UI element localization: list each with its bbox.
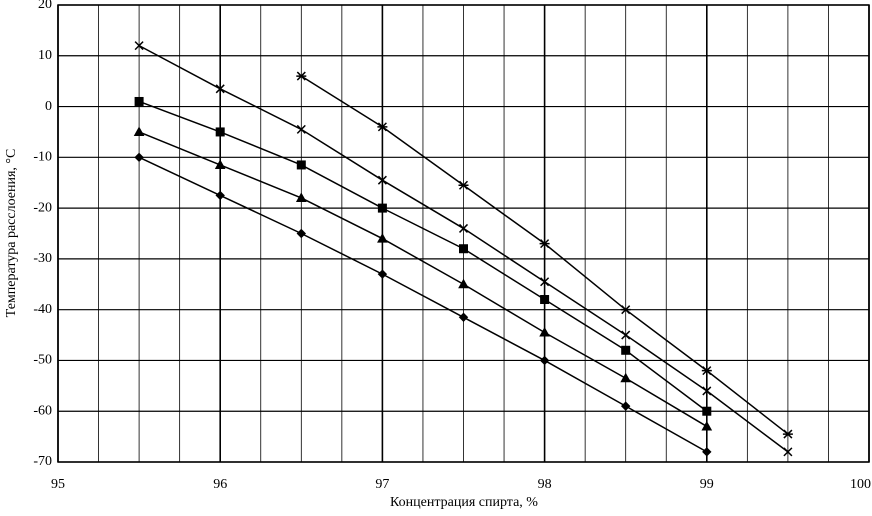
y-tick-label: -70 [33,454,52,469]
x-tick-label: 97 [375,477,389,492]
marker [701,366,712,376]
marker [134,96,144,106]
marker [215,127,225,137]
marker [620,305,631,315]
marker [214,159,226,169]
marker [377,175,387,185]
marker [377,203,387,213]
marker [134,41,144,51]
marker [296,160,306,170]
series-line [138,156,708,453]
marker [783,447,793,457]
marker [620,401,631,411]
marker [539,326,550,337]
series-line [138,131,708,428]
marker [539,239,550,249]
x-tick-label: 99 [700,477,714,492]
x-tick-label: 95 [51,477,65,492]
marker [621,330,631,340]
y-tick-label: -10 [33,150,52,165]
marker [539,355,550,366]
marker [377,269,388,279]
plot-frame [57,4,870,463]
y-tick-label: -40 [33,302,52,317]
marker [458,180,469,190]
x-tick-label: 100 [850,477,871,492]
y-tick-label: -20 [33,200,52,215]
y-tick-label: 0 [45,99,52,114]
y-axis-label: Температура расслоения, °С [4,149,19,318]
marker [295,192,307,202]
marker [296,71,307,81]
marker [782,429,793,439]
marker [459,244,468,254]
marker [377,233,388,243]
marker [215,190,225,201]
marker [620,372,632,383]
y-tick-label: 20 [38,0,52,12]
marker [702,447,712,457]
x-tick-label: 96 [213,477,227,492]
marker [702,406,712,416]
marker [702,386,712,396]
marker [215,84,225,94]
marker [296,124,306,134]
y-tick-label: 10 [38,48,52,63]
marker [701,420,713,431]
marker [458,312,469,322]
series-line [138,100,708,412]
marker [296,228,307,239]
marker [540,295,550,305]
marker [621,345,631,355]
x-axis-label: Концентрация спирта, % [390,495,538,510]
marker [540,277,550,287]
marker [377,122,388,132]
x-tick-label: 98 [538,477,552,492]
marker [133,126,145,136]
marker [458,278,469,289]
marker [134,152,144,163]
y-tick-label: -50 [33,353,52,368]
marker [458,223,469,233]
y-tick-label: -60 [33,403,52,418]
y-tick-label: -30 [33,251,52,266]
